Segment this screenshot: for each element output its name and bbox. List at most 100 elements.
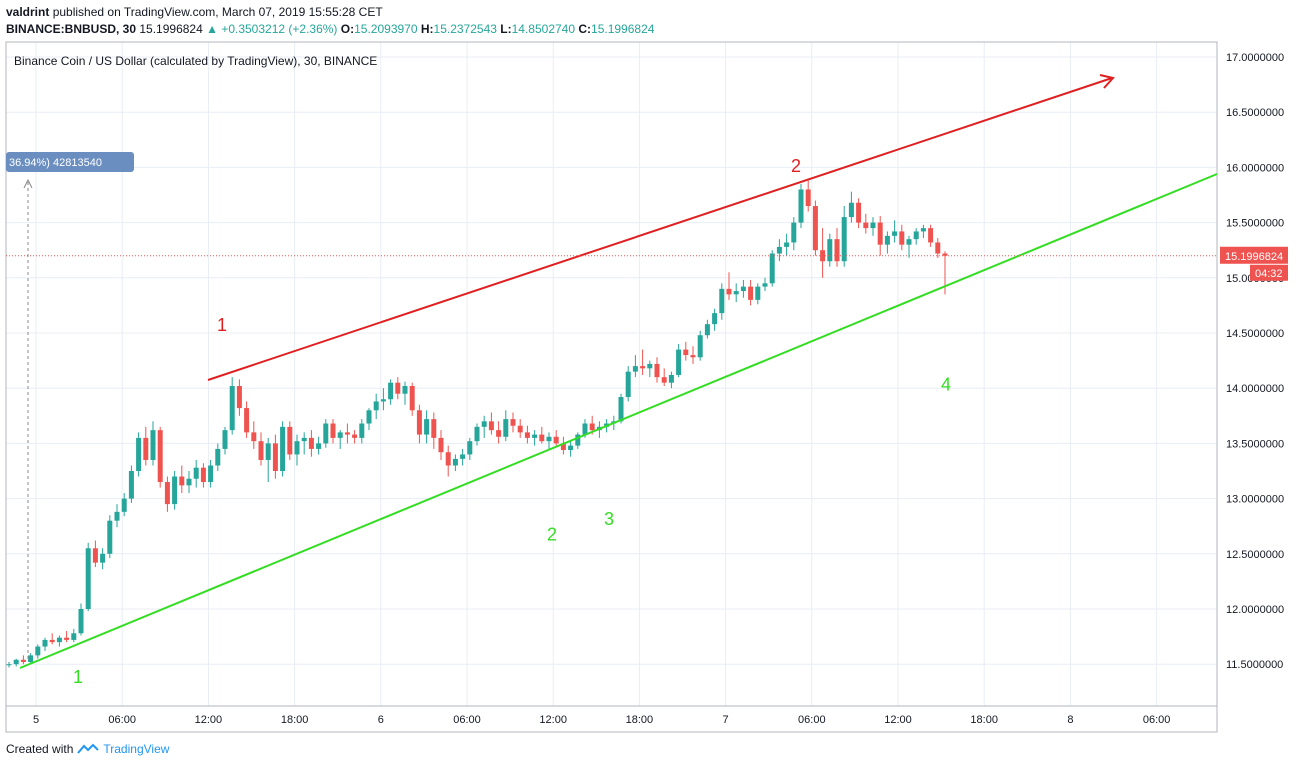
time-tick-label: 6 <box>378 714 384 726</box>
candle <box>409 382 415 416</box>
candle <box>114 504 120 528</box>
candle-body <box>107 520 113 554</box>
candle-body <box>942 253 948 256</box>
candle-body <box>676 349 682 375</box>
last-price: 15.1996824 <box>139 22 203 36</box>
price-axis[interactable]: 11.5000000 12.0000000 12.5000000 13.0000000… <box>1226 52 1284 671</box>
candle <box>632 355 638 378</box>
candle <box>625 366 631 402</box>
candle <box>510 412 516 433</box>
candle <box>539 426 545 444</box>
candle-body <box>460 454 466 459</box>
candle-body <box>164 482 170 505</box>
candle-body <box>42 639 48 647</box>
candle <box>92 540 98 568</box>
candle-body <box>258 441 264 460</box>
candle-body <box>301 437 307 442</box>
candle-body <box>438 437 444 453</box>
price-tick-label: 12.0000000 <box>1226 604 1284 616</box>
candle <box>834 228 840 267</box>
trend-drawings[interactable]: 36.94%) 42813540 <box>6 74 1218 669</box>
candle-body <box>928 228 934 243</box>
author-name[interactable]: valdrint <box>6 5 50 19</box>
price-tags: 15.1996824 04:32 <box>1220 246 1288 281</box>
candle-body <box>560 443 566 451</box>
candle-body <box>654 363 660 378</box>
candle <box>452 454 458 471</box>
candle <box>56 635 62 647</box>
chart-grid <box>6 42 1217 706</box>
candle-body <box>784 242 790 247</box>
publish-text: published on TradingView.com, March 07, … <box>52 5 383 19</box>
time-tick-label: 12:00 <box>195 714 223 726</box>
candle-body <box>200 467 206 483</box>
candle <box>791 217 797 251</box>
candle-body <box>791 222 797 243</box>
time-tick-label: 18:00 <box>281 714 309 726</box>
wave-label-green: 3 <box>604 509 614 529</box>
candle-body <box>28 655 34 662</box>
symbol-label[interactable]: BINANCE:BNBUSD, 30 <box>6 22 137 36</box>
candle-body <box>589 423 595 431</box>
candle-body <box>935 242 941 254</box>
measure-label[interactable]: 36.94%) 42813540 <box>6 152 134 172</box>
measure-label-text: 36.94%) 42813540 <box>9 157 102 169</box>
candle <box>373 393 379 420</box>
wave-label-red: 2 <box>791 156 801 176</box>
candle-body <box>719 288 725 314</box>
candle <box>150 421 156 466</box>
candle-body <box>517 425 523 433</box>
candle <box>776 239 782 262</box>
candle <box>740 280 746 298</box>
candle <box>42 637 48 651</box>
candle-body <box>150 430 156 460</box>
candle <box>733 283 739 303</box>
measure-arrow-icon <box>23 178 33 189</box>
tradingview-brand[interactable]: TradingView <box>103 742 170 756</box>
candle-body <box>697 335 703 358</box>
candle <box>280 421 286 477</box>
price-tick-label: 14.5000000 <box>1226 328 1284 340</box>
chart-header: valdrint published on TradingView.com, M… <box>0 0 1300 42</box>
close-label: C: <box>578 22 592 36</box>
candle <box>388 379 394 405</box>
candle <box>431 412 437 449</box>
candle <box>316 436 322 455</box>
price-tick-label: 14.0000000 <box>1226 383 1284 395</box>
price-tick-label: 13.0000000 <box>1226 494 1284 506</box>
candle-body <box>431 419 437 438</box>
candle-body <box>215 448 221 466</box>
candle-body <box>222 430 228 449</box>
candle-body <box>683 349 689 356</box>
candle-body <box>20 659 26 662</box>
time-tick-label: 8 <box>1067 714 1073 726</box>
candle-body <box>812 206 818 251</box>
candle-body <box>143 437 149 460</box>
support-trendline[interactable] <box>19 173 1218 669</box>
resistance-trendline[interactable] <box>207 77 1113 381</box>
candle-body <box>575 434 581 446</box>
candle-body <box>762 283 768 287</box>
candle <box>647 360 653 378</box>
candle-body <box>892 231 898 236</box>
candle <box>28 653 34 665</box>
low-value: 14.8502740 <box>511 22 576 36</box>
candle <box>215 443 221 471</box>
candle <box>503 410 509 442</box>
open-value: 15.2093970 <box>354 22 418 36</box>
candle <box>560 436 566 455</box>
price-tick-label: 15.5000000 <box>1226 218 1284 230</box>
candle <box>812 200 818 256</box>
candle <box>35 644 41 659</box>
candle-body <box>280 426 286 471</box>
candle-body <box>805 189 811 207</box>
candle-body <box>913 231 919 240</box>
candle <box>697 330 703 361</box>
candle-body <box>287 426 293 455</box>
footer: Created with TradingView <box>6 742 169 756</box>
candle <box>359 419 365 444</box>
candle-body <box>409 385 415 411</box>
candle-body <box>308 437 314 449</box>
time-axis[interactable]: 5 06:00 12:00 18:00 6 06:00 12:00 18:00 7 06:00 12… <box>33 714 1170 726</box>
